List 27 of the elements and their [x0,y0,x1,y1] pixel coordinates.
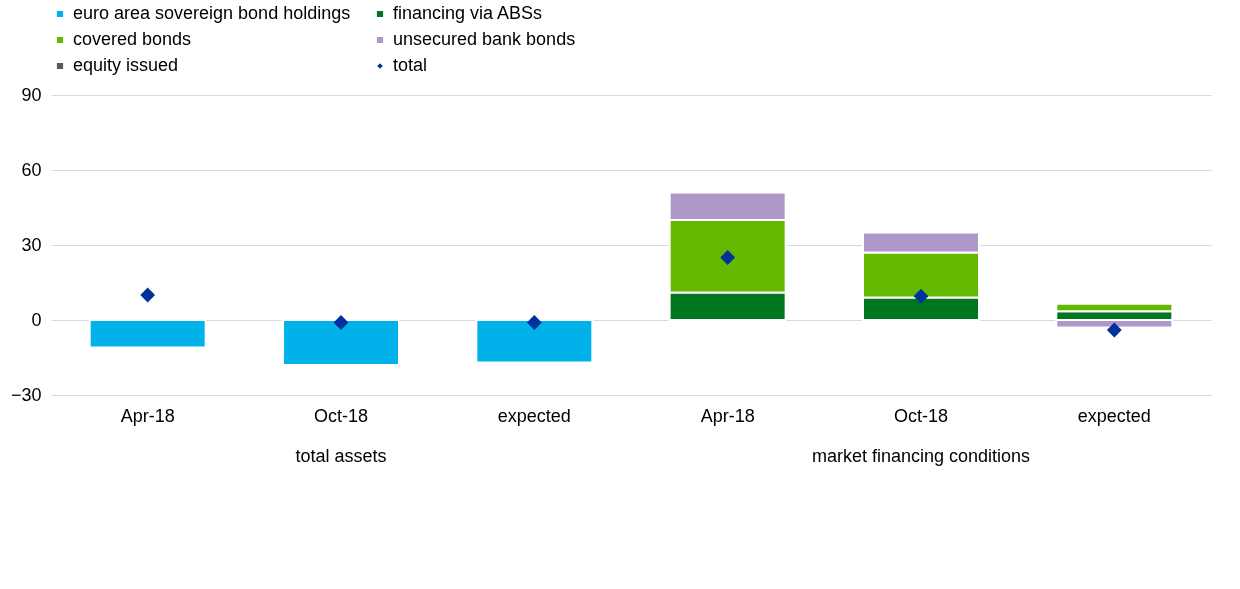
legend-label: equity issued [73,55,179,75]
y-tick-label: 0 [31,309,42,330]
x-tick-label: Apr-18 [700,405,755,426]
x-tick-label: expected [1077,405,1151,426]
point [526,315,542,330]
x-tick-label: expected [497,405,571,426]
point [720,250,736,265]
point [140,287,156,303]
y-tick-label: 90 [21,84,42,105]
point [1106,322,1122,338]
bar [475,319,594,364]
x-tick-label: Oct-18 [313,405,369,426]
bar [88,319,207,349]
x-tick-label: Apr-18 [120,405,175,426]
legend-label: financing via ABSs [393,3,543,23]
bar [282,319,400,366]
text: total assets [295,446,387,466]
y-tick-label: −30 [10,384,42,405]
legend-label: total [393,55,428,75]
legend-label: euro area sovereign bond holdings [73,3,351,23]
point [913,288,929,304]
legend-label: covered bonds [73,29,192,49]
text: market financing conditions [811,446,1031,466]
y-tick-label: 30 [21,234,42,255]
x-tick-label: Oct-18 [893,405,949,426]
y-tick-label: 60 [21,159,42,180]
legend-label: unsecured bank bonds [393,29,576,49]
